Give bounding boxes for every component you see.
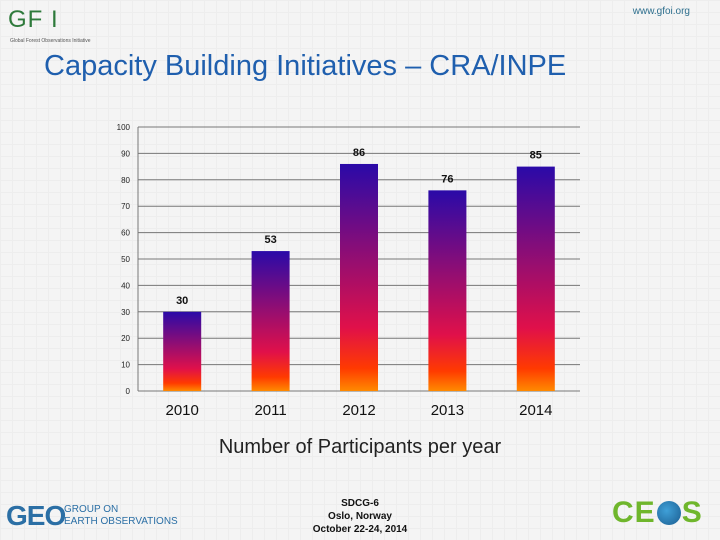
y-tick-label: 30 [121, 308, 130, 317]
geo-logo-mark: GEO [6, 500, 66, 531]
event-info: SDCG-6 Oslo, Norway October 22-24, 2014 [290, 497, 430, 536]
geo-logo-text: GROUP ON EARTH OBSERVATIONS [64, 504, 178, 528]
bar [516, 166, 555, 391]
x-axis-label: Number of Participants per year [218, 436, 502, 458]
globe-icon [656, 501, 681, 525]
ceos-text-right: S [681, 496, 703, 529]
bar [340, 163, 378, 391]
gfoi-logo-subtitle: Global Forest Observations Initiative [10, 38, 91, 44]
x-tick-label: 2013 [431, 402, 464, 419]
y-tick-label: 10 [121, 361, 130, 370]
y-tick-label: 50 [121, 255, 130, 264]
bar [251, 251, 290, 391]
gfoi-logo-text: GF I [8, 6, 59, 33]
y-tick-label: 100 [117, 123, 131, 132]
event-name: SDCG-6 [341, 498, 379, 509]
y-tick-label: 60 [121, 229, 130, 238]
data-label: 86 [353, 147, 365, 159]
ceos-text-left: CE [612, 496, 656, 529]
y-tick-label: 90 [121, 149, 130, 158]
y-tick-label: 40 [121, 281, 130, 290]
page-title: Capacity Building Initiatives – CRA/INPE [44, 50, 567, 82]
ceos-logo: CE S [612, 496, 703, 530]
x-tick-label: 2012 [342, 402, 375, 419]
bar [163, 311, 202, 391]
y-tick-label: 80 [121, 176, 130, 185]
event-date: October 22-24, 2014 [312, 524, 408, 535]
data-label: 30 [176, 295, 188, 307]
gfoi-logo: GF I Global Forest Observations Initiati… [8, 6, 91, 50]
data-label: 53 [264, 234, 276, 246]
bar [428, 190, 467, 391]
geo-line-2: EARTH OBSERVATIONS [64, 516, 178, 527]
y-tick-label: 0 [126, 387, 131, 396]
geo-logo: GEO GROUP ON EARTH OBSERVATIONS [6, 496, 182, 536]
data-label: 85 [530, 150, 542, 162]
x-tick-label: 2014 [519, 402, 552, 419]
x-tick-label: 2011 [254, 402, 286, 419]
y-tick-label: 70 [121, 202, 130, 211]
event-location: Oslo, Norway [328, 511, 392, 522]
geo-line-1: GROUP ON [64, 504, 119, 515]
site-url[interactable]: www.gfoi.org [632, 6, 690, 17]
x-tick-label: 2010 [166, 402, 199, 419]
data-label: 76 [441, 173, 453, 185]
y-tick-label: 20 [121, 334, 130, 343]
